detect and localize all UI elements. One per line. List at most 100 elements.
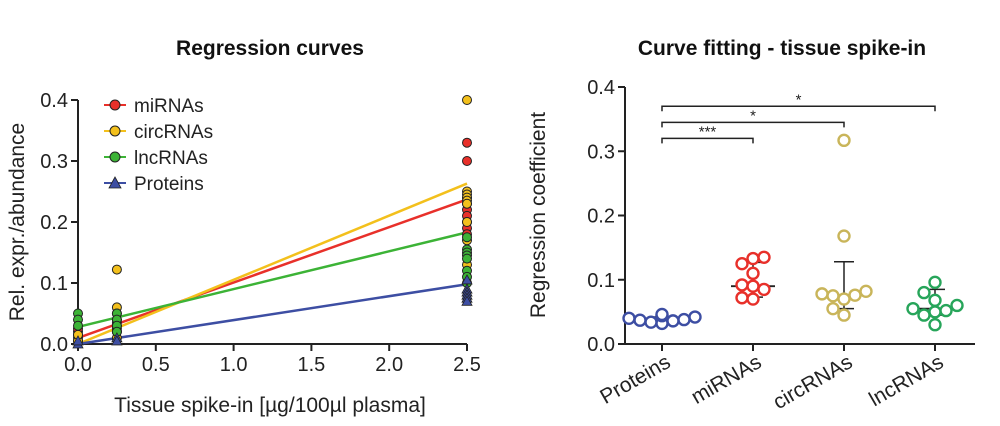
point-circrnas [462, 217, 472, 227]
point-lncrnas [928, 293, 942, 308]
significance-label: * [750, 107, 756, 124]
point-mirnas [757, 282, 771, 297]
point-circrnas [826, 301, 840, 316]
left-x-tick-label: 0.5 [142, 354, 170, 376]
right-y-tick-label: 0.0 [587, 334, 615, 356]
point-lncrnas [73, 320, 83, 331]
point-proteins [655, 307, 669, 322]
point-lncrnas [928, 318, 942, 332]
significance-brackets: ***** [661, 91, 936, 144]
legend-label-mirnas: miRNAs [134, 96, 204, 117]
right-axes: 0.0 0.1 0.2 0.3 0.4 [587, 77, 975, 356]
legend-marker-circrnas [109, 125, 121, 137]
point-circrnas [848, 288, 862, 302]
right-y-tick-label: 0.4 [587, 77, 615, 99]
legend-marker-mirnas [109, 99, 121, 111]
legend-label-proteins: Proteins [134, 174, 204, 195]
point-mirnas [735, 291, 749, 305]
significance-label: *** [699, 123, 717, 140]
point-circrnas [826, 289, 840, 303]
coefficient-chart: Curve fitting - tissue spike-in 0.00.10.… [527, 37, 975, 414]
point-mirnas [735, 278, 749, 292]
left-y-tick-label: 0.1 [40, 273, 68, 295]
left-x-tick-label: 1.5 [297, 354, 325, 376]
point-circrnas [462, 198, 472, 209]
point-proteins [666, 314, 680, 328]
point-circrnas [837, 292, 851, 306]
point-lncrnas [917, 308, 931, 322]
legend-marker-proteins [108, 176, 122, 189]
point-circrnas [462, 95, 472, 105]
point-mirnas [746, 279, 760, 293]
point-circrnas [837, 133, 851, 148]
point-mirnas [746, 266, 760, 281]
point-lncrnas [928, 275, 942, 290]
point-proteins [111, 335, 123, 346]
point-mirnas [462, 156, 472, 166]
significance-bracket [661, 121, 845, 128]
legend-marker-lncrnas [109, 151, 121, 163]
fit-line-circrnas [77, 182, 468, 346]
category-label-mirnas: miRNAs [687, 350, 765, 408]
significance-bracket [661, 137, 754, 144]
point-mirnas [462, 137, 472, 148]
point-proteins [461, 295, 473, 306]
left-fit-lines [77, 182, 468, 346]
left-y-tick-label: 0.2 [40, 212, 68, 234]
point-proteins [633, 313, 647, 327]
significance-label: * [796, 91, 802, 108]
fit-line-mirnas [77, 198, 468, 340]
point-mirnas [746, 251, 760, 266]
left-y-tick-label: 0.3 [40, 151, 68, 173]
point-proteins [622, 311, 636, 325]
point-proteins [644, 315, 658, 329]
point-circrnas [815, 287, 829, 301]
point-lncrnas [917, 285, 931, 300]
significance-bracket [661, 105, 936, 112]
category-label-lncrnas: lncRNAs [865, 350, 947, 411]
point-proteins [72, 335, 84, 346]
left-x-tick-label: 2.5 [453, 354, 481, 376]
category-labels: Proteins miRNAs circRNAs lncRNAs [596, 350, 947, 414]
right-y-tick-label: 0.3 [587, 141, 615, 163]
point-mirnas [735, 256, 749, 271]
category-label-circrnas: circRNAs [769, 350, 856, 414]
left-y-axis-label: Rel. expr./abundance [6, 123, 29, 321]
point-circrnas [837, 229, 851, 243]
right-y-tick-label: 0.1 [587, 270, 615, 292]
left-x-axis-label: Tissue spike-in [µg/100µl plasma] [114, 394, 426, 417]
left-x-tick-label: 2.0 [375, 354, 403, 376]
legend-label-lncrnas: lncRNAs [134, 148, 208, 169]
point-proteins [677, 312, 691, 327]
right-chart-title: Curve fitting - tissue spike-in [638, 37, 926, 60]
fit-line-proteins [77, 282, 468, 346]
point-lncrnas [928, 305, 942, 319]
point-circrnas [111, 264, 122, 275]
point-circrnas [859, 284, 873, 299]
fit-line-lncrnas [77, 231, 468, 329]
point-circrnas [837, 308, 851, 322]
point-mirnas [746, 292, 760, 306]
point-lncrnas [950, 298, 964, 313]
left-axes: 0.0 0.1 0.2 0.3 0.4 0.0 0.5 1.0 1.5 2.0 2.5 [40, 90, 481, 376]
point-lncrnas [939, 303, 953, 318]
category-label-proteins: Proteins [596, 350, 674, 408]
left-data-points [72, 95, 473, 349]
regression-chart: Regression curves 0.0 0.1 0.2 0.3 0.4 0.0 0.5 1… [6, 37, 481, 417]
left-y-tick-label: 0.0 [40, 334, 68, 356]
left-chart-title: Regression curves [176, 37, 364, 60]
right-data-points [622, 133, 964, 332]
left-legend: miRNAs circRNAs lncRNAs Proteins [104, 96, 213, 195]
point-lncrnas [462, 253, 472, 264]
right-y-axis-label: Regression coefficient [527, 112, 550, 318]
point-lncrnas [906, 301, 920, 316]
right-y-tick-label: 0.2 [587, 206, 615, 228]
left-x-tick-label: 0.0 [64, 354, 92, 376]
left-y-tick-label: 0.4 [40, 90, 68, 112]
left-x-tick-label: 1.0 [220, 354, 248, 376]
point-proteins [688, 310, 702, 324]
point-mirnas [757, 250, 771, 264]
point-lncrnas [462, 232, 472, 243]
